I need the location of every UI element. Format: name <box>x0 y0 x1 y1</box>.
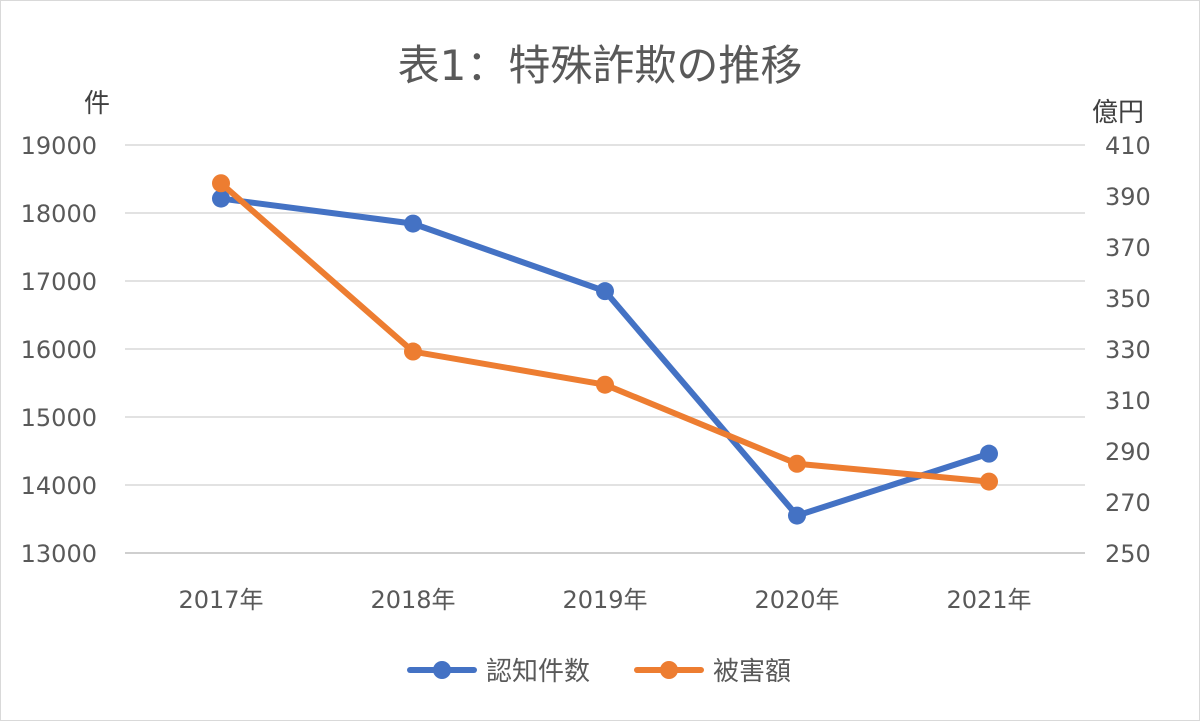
right-tick-label: 310 <box>1105 387 1151 415</box>
legend-item[interactable]: 認知件数 <box>407 657 590 687</box>
data-point <box>212 174 230 193</box>
series-line-damage <box>218 180 992 485</box>
legend[interactable]: 認知件数 被害額 <box>407 657 791 687</box>
right-tick-label: 250 <box>1105 540 1151 568</box>
left-tick-label: 19000 <box>21 132 97 160</box>
left-axis-unit: 件 <box>84 89 110 119</box>
right-tick-label: 390 <box>1105 183 1151 211</box>
left-tick-label: 18000 <box>21 200 97 228</box>
right-tick-label: 290 <box>1105 438 1151 466</box>
data-point <box>980 472 998 491</box>
left-axis-ticks: 19000 18000 17000 16000 15000 14000 13000 <box>21 132 97 568</box>
data-point <box>404 214 422 233</box>
data-point <box>596 375 614 394</box>
chart-title: 表1：特殊詐欺の推移 <box>398 41 803 90</box>
x-tick-label: 2017年 <box>178 586 263 614</box>
right-tick-label: 370 <box>1105 234 1151 262</box>
left-tick-label: 16000 <box>21 336 97 364</box>
legend-swatch-marker <box>433 661 451 679</box>
left-tick-label: 17000 <box>21 268 97 296</box>
series-group <box>212 174 998 525</box>
left-tick-label: 15000 <box>21 404 97 432</box>
right-tick-label: 330 <box>1105 336 1151 364</box>
right-tick-label: 410 <box>1105 132 1151 160</box>
x-tick-label: 2021年 <box>946 586 1031 614</box>
data-point <box>212 189 230 208</box>
x-axis-ticks: 2017年 2018年 2019年 2020年 2021年 <box>178 586 1031 614</box>
x-tick-label: 2020年 <box>754 586 839 614</box>
left-tick-label: 14000 <box>21 472 97 500</box>
data-point <box>788 454 806 473</box>
right-tick-label: 350 <box>1105 285 1151 313</box>
right-axis-ticks: 410 390 370 350 330 310 290 270 250 <box>1105 132 1151 568</box>
gridlines <box>125 144 1085 554</box>
right-axis-unit: 億円 <box>1092 98 1144 128</box>
legend-label: 被害額 <box>713 657 791 687</box>
data-point <box>788 506 806 525</box>
data-point <box>980 444 998 463</box>
data-point <box>596 282 614 301</box>
legend-swatch-marker <box>660 661 678 679</box>
data-point <box>404 342 422 361</box>
right-tick-label: 270 <box>1105 489 1151 517</box>
x-tick-label: 2018年 <box>370 586 455 614</box>
legend-label: 認知件数 <box>486 657 590 687</box>
legend-item[interactable]: 被害額 <box>634 657 791 687</box>
left-tick-label: 13000 <box>21 540 97 568</box>
x-tick-label: 2019年 <box>562 586 647 614</box>
